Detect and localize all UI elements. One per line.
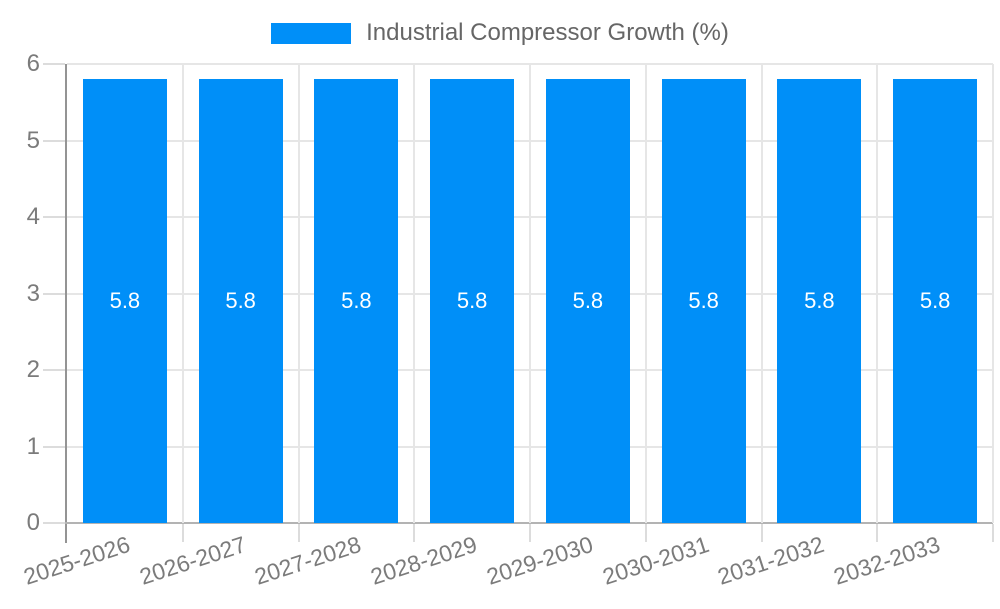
- legend: Industrial Compressor Growth (%): [0, 21, 1000, 45]
- y-axis-tick-label: 3: [26, 279, 40, 307]
- y-axis-tick-mark: [43, 292, 65, 295]
- bar-value-label: 5.8: [688, 288, 719, 314]
- y-axis-tick-mark: [43, 369, 65, 371]
- y-axis-tick-label: 6: [26, 50, 40, 77]
- legend-label: Industrial Compressor Growth (%): [366, 19, 729, 46]
- bar-value-label: 5.8: [225, 288, 256, 314]
- x-axis-tick-mark: [529, 524, 531, 542]
- gridline-vertical: [992, 64, 994, 523]
- bar-value-label: 5.8: [456, 288, 488, 314]
- plot-area: 0 1 2 3 4 5 6 5.8 5.8 5.8 5.8 5.8 5.8 5.8 5.8 2025-2026…: [20, 50, 994, 590]
- y-axis-tick-label: 0: [26, 509, 40, 536]
- y-axis-tick-mark: [43, 522, 65, 524]
- gridline-vertical: [413, 64, 416, 523]
- x-axis-tick-mark: [876, 524, 879, 542]
- bar: [893, 79, 978, 523]
- bar-value-label: 5.8: [341, 288, 372, 314]
- bar-value-label: 5.8: [109, 288, 141, 314]
- y-axis-tick-label: 5: [26, 126, 40, 154]
- bar: [777, 79, 862, 523]
- y-axis-tick-mark: [43, 139, 65, 142]
- x-axis-tick-mark: [644, 524, 647, 542]
- bar: [198, 79, 283, 523]
- gridline-vertical: [297, 64, 300, 523]
- legend-swatch: [271, 22, 352, 44]
- x-axis-tick-mark: [297, 524, 300, 542]
- bar: [430, 79, 515, 523]
- bar: [82, 79, 167, 523]
- x-axis-tick-mark: [760, 524, 763, 542]
- x-axis-tick-mark: [181, 524, 184, 542]
- y-axis-tick-label: 2: [26, 356, 40, 383]
- gridline-vertical: [181, 64, 184, 523]
- y-axis-tick-mark: [43, 63, 65, 65]
- x-axis-baseline: [65, 522, 993, 524]
- gridline-vertical: [529, 64, 531, 523]
- y-axis-tick-label: 4: [26, 203, 40, 230]
- gridline-vertical: [644, 64, 647, 523]
- bar: [661, 79, 746, 523]
- y-axis-tick-mark: [43, 216, 65, 218]
- bar-value-label: 5.8: [572, 288, 604, 314]
- bar-value-label: 5.8: [804, 288, 835, 314]
- bar: [545, 79, 630, 523]
- gridline-vertical: [760, 64, 763, 523]
- bar: [314, 79, 399, 523]
- x-axis-tick-mark: [992, 524, 994, 542]
- y-axis-tick-label: 1: [26, 432, 40, 460]
- bar-value-label: 5.8: [919, 288, 951, 314]
- x-axis-tick-mark: [413, 524, 416, 542]
- gridline-vertical: [876, 64, 879, 523]
- y-axis-tick-mark: [43, 445, 65, 448]
- y-axis-line: [65, 64, 67, 543]
